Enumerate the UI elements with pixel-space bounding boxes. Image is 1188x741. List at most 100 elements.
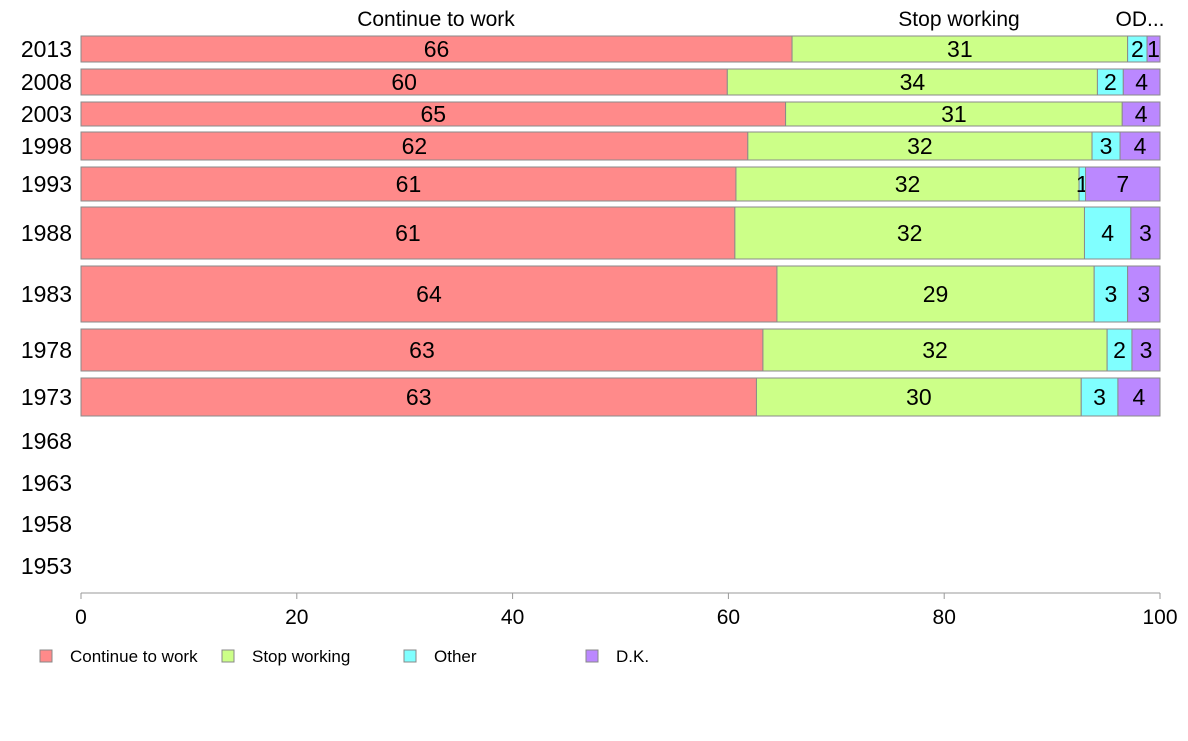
x-tick-label: 40 [501,606,524,629]
data-label: 60 [391,69,417,95]
bar-row-1993: 61 32 1 7 [80,166,1161,202]
bar-segment [791,35,1129,63]
bar-row-1998: 62 32 3 4 [80,131,1161,161]
bar-segment [1130,206,1161,260]
data-label: 64 [416,281,442,307]
bar-segment [80,166,737,202]
bar-segment [80,206,736,260]
data-label: 4 [1134,133,1147,159]
legend-swatch [221,649,235,663]
bar-row-2008: 60 34 2 4 [80,68,1161,96]
bar-row-2013: 66 31 2 1 [80,35,1161,63]
top-labels: Continue to work Stop working OD... [357,8,1164,31]
data-label: 63 [409,337,435,363]
bar-segment [1085,166,1161,202]
data-label: 3 [1137,281,1150,307]
bar-segment [762,328,1108,372]
bar-segment [1096,68,1124,96]
data-label: 4 [1135,69,1148,95]
y-tick-label: 2003 [21,101,72,127]
bar-segment [726,68,1098,96]
bar-segment [1127,265,1161,323]
data-label: 4 [1135,101,1148,127]
bar-segment [80,101,787,127]
data-label: 32 [897,220,923,246]
data-label: 1 [1147,36,1160,62]
legend-swatch [39,649,53,663]
data-label: 62 [402,133,428,159]
legend-label: Other [434,647,477,666]
data-label: 32 [907,133,933,159]
y-tick-label: 1998 [21,133,72,159]
data-label: 3 [1093,384,1106,410]
data-label: 2 [1131,36,1144,62]
data-label: 32 [922,337,948,363]
data-label: 2 [1104,69,1117,95]
bar-segment [734,206,1085,260]
y-axis: 2013 2008 2003 1998 1993 1988 1983 1978 1973 1968… [21,36,72,579]
data-label: 66 [424,36,450,62]
y-tick-label: 1983 [21,281,72,307]
bar-segment [1121,101,1161,127]
bar-segment [776,265,1095,323]
data-label: 65 [420,101,446,127]
data-label: 61 [395,220,421,246]
bar-segment [747,131,1093,161]
data-label: 32 [895,171,921,197]
y-tick-label: 1958 [21,511,72,537]
bar-segment [80,377,757,417]
legend-label: D.K. [616,647,649,666]
bar-segment [1117,377,1161,417]
x-tick-label: 80 [933,606,956,629]
bar-segment [1083,206,1132,260]
bar-segment [1091,131,1121,161]
data-label: 4 [1101,220,1114,246]
bar-segment [80,131,749,161]
bar-segment [785,101,1123,127]
data-label: 63 [406,384,432,410]
top-label: OD... [1115,8,1164,31]
data-label: 7 [1116,171,1129,197]
data-label: 3 [1100,133,1113,159]
x-axis: 0 20 40 60 80 100 [75,592,1178,629]
data-label: 3 [1140,337,1153,363]
bars: 66 31 2 160 34 2 465 31 462 32 3 461 32 1 761 32 4 364 29 3… [80,35,1161,417]
y-tick-label: 1963 [21,470,72,496]
bar-row-1973: 63 30 3 4 [80,377,1161,417]
legend-swatch [585,649,599,663]
y-tick-label: 1953 [21,553,72,579]
top-label: Stop working [898,8,1019,31]
data-label: 29 [923,281,949,307]
data-label: 61 [396,171,422,197]
y-tick-label: 1988 [21,220,72,246]
y-tick-label: 2013 [21,36,72,62]
bar-row-1983: 64 29 3 3 [80,265,1161,323]
bar-segment [1119,131,1161,161]
bar-row-1978: 63 32 2 3 [80,328,1161,372]
data-label: 31 [941,101,967,127]
legend: Continue to work Stop working Other D.K. [39,647,649,666]
bar-segment [80,35,793,63]
bar-segment [1122,68,1161,96]
bar-segment [1080,377,1119,417]
y-tick-label: 1978 [21,337,72,363]
x-tick-label: 100 [1142,606,1177,629]
legend-label: Stop working [252,647,350,666]
data-label: 31 [947,36,973,62]
data-label: 3 [1139,220,1152,246]
y-tick-label: 1973 [21,384,72,410]
bar-row-1988: 61 32 4 3 [80,206,1161,260]
legend-label: Continue to work [70,647,198,666]
data-label: 30 [906,384,932,410]
x-tick-label: 60 [717,606,740,629]
bar-segment [1131,328,1161,372]
x-tick-label: 0 [75,606,87,629]
bar-segment [1146,35,1161,63]
top-label: Continue to work [357,8,515,31]
y-tick-label: 1968 [21,428,72,454]
bar-segment [1106,328,1133,372]
x-tick-label: 20 [285,606,308,629]
data-label: 3 [1105,281,1118,307]
